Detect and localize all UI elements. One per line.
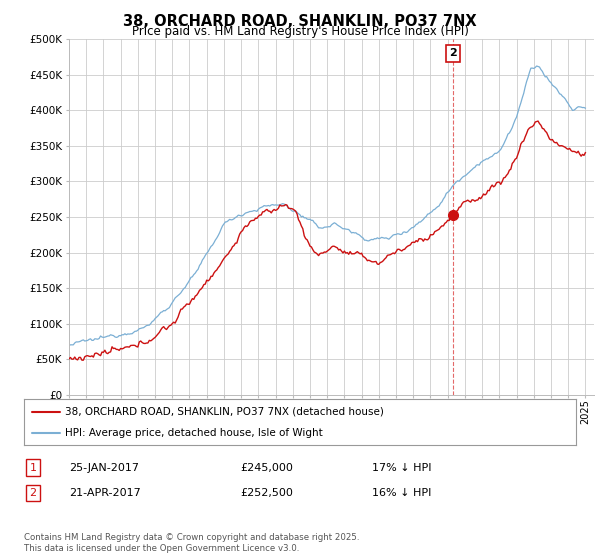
Text: 16% ↓ HPI: 16% ↓ HPI [372,488,431,498]
Text: 1: 1 [29,463,37,473]
Text: 2: 2 [29,488,37,498]
Text: 25-JAN-2017: 25-JAN-2017 [69,463,139,473]
Text: 38, ORCHARD ROAD, SHANKLIN, PO37 7NX (detached house): 38, ORCHARD ROAD, SHANKLIN, PO37 7NX (de… [65,407,384,417]
Text: Price paid vs. HM Land Registry's House Price Index (HPI): Price paid vs. HM Land Registry's House … [131,25,469,38]
Text: £252,500: £252,500 [240,488,293,498]
Text: 21-APR-2017: 21-APR-2017 [69,488,141,498]
Text: HPI: Average price, detached house, Isle of Wight: HPI: Average price, detached house, Isle… [65,428,323,438]
Text: Contains HM Land Registry data © Crown copyright and database right 2025.
This d: Contains HM Land Registry data © Crown c… [24,533,359,553]
Text: 17% ↓ HPI: 17% ↓ HPI [372,463,431,473]
Text: 38, ORCHARD ROAD, SHANKLIN, PO37 7NX: 38, ORCHARD ROAD, SHANKLIN, PO37 7NX [123,14,477,29]
Text: £245,000: £245,000 [240,463,293,473]
Text: 2: 2 [449,48,457,58]
